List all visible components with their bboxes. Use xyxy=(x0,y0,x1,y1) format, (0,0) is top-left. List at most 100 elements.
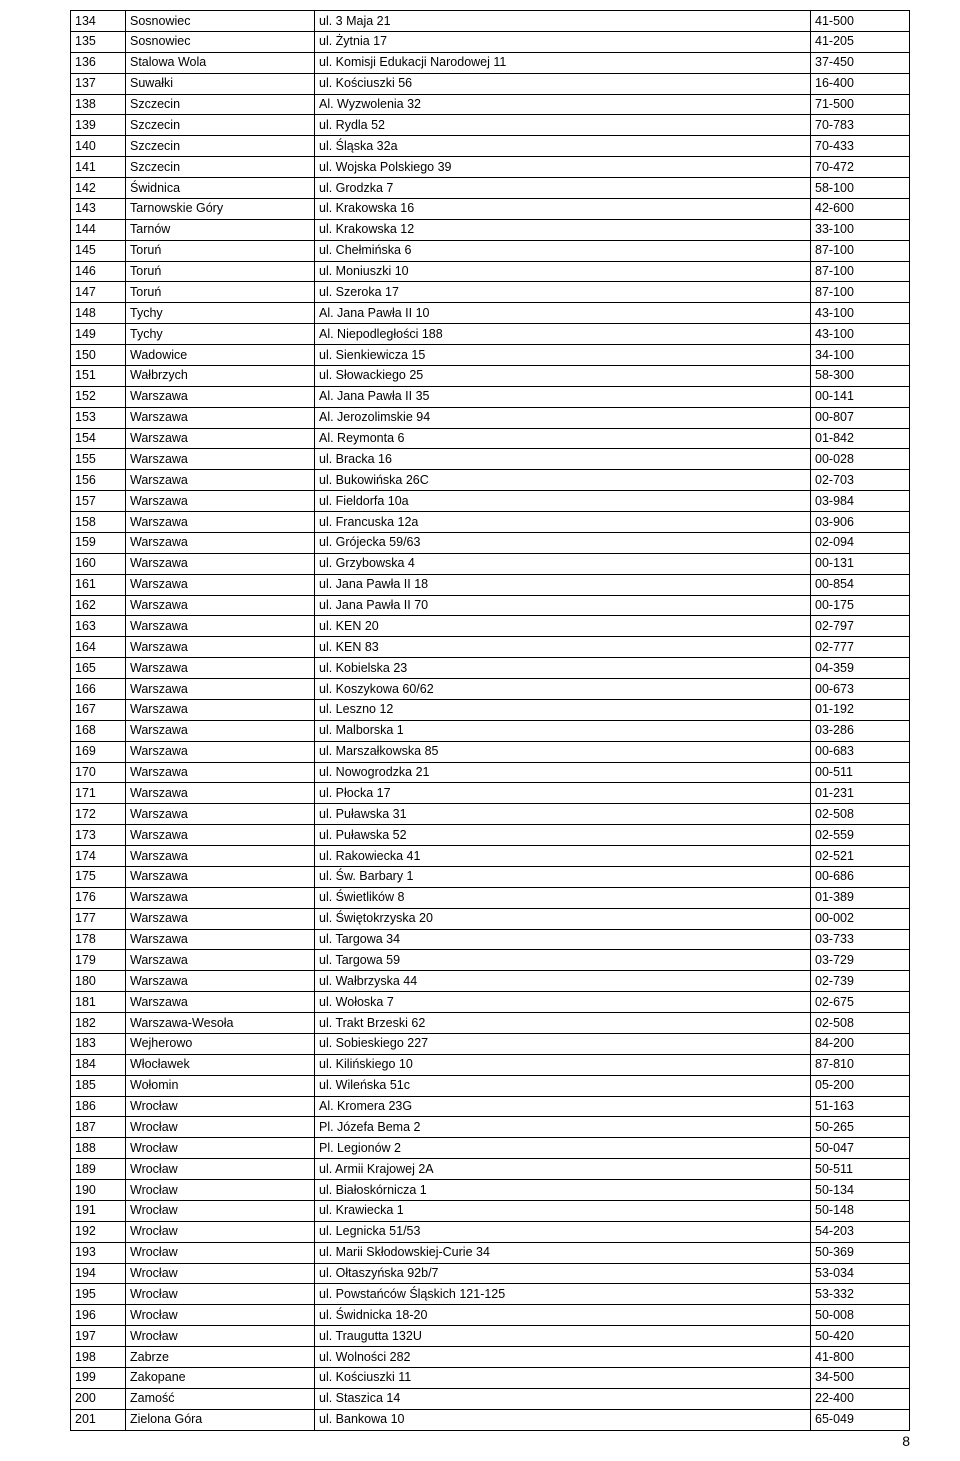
cell-index: 194 xyxy=(71,1263,126,1284)
cell-city: Warszawa xyxy=(126,950,315,971)
cell-address: ul. Targowa 34 xyxy=(315,929,811,950)
cell-city: Warszawa xyxy=(126,929,315,950)
cell-zip: 03-906 xyxy=(811,512,910,533)
table-row: 168Warszawaul. Malborska 103-286 xyxy=(71,720,910,741)
cell-zip: 43-100 xyxy=(811,303,910,324)
cell-zip: 02-739 xyxy=(811,971,910,992)
table-row: 190Wrocławul. Białoskórnicza 150-134 xyxy=(71,1180,910,1201)
cell-address: ul. Wolności 282 xyxy=(315,1347,811,1368)
table-row: 154WarszawaAl. Reymonta 601-842 xyxy=(71,428,910,449)
cell-index: 185 xyxy=(71,1075,126,1096)
cell-index: 187 xyxy=(71,1117,126,1138)
table-row: 147Toruńul. Szeroka 1787-100 xyxy=(71,282,910,303)
cell-city: Świdnica xyxy=(126,178,315,199)
cell-address: Al. Reymonta 6 xyxy=(315,428,811,449)
cell-city: Tychy xyxy=(126,324,315,345)
cell-city: Wołomin xyxy=(126,1075,315,1096)
cell-zip: 42-600 xyxy=(811,198,910,219)
cell-address: ul. KEN 83 xyxy=(315,637,811,658)
cell-address: ul. Jana Pawła II 18 xyxy=(315,574,811,595)
cell-address: ul. Marszałkowska 85 xyxy=(315,741,811,762)
cell-index: 183 xyxy=(71,1033,126,1054)
table-row: 186WrocławAl. Kromera 23G51-163 xyxy=(71,1096,910,1117)
cell-city: Warszawa xyxy=(126,574,315,595)
cell-index: 192 xyxy=(71,1221,126,1242)
cell-index: 188 xyxy=(71,1138,126,1159)
table-row: 151Wałbrzychul. Słowackiego 2558-300 xyxy=(71,365,910,386)
table-row: 180Warszawaul. Wałbrzyska 4402-739 xyxy=(71,971,910,992)
cell-city: Toruń xyxy=(126,282,315,303)
cell-address: ul. Krawiecka 1 xyxy=(315,1200,811,1221)
table-row: 199Zakopaneul. Kościuszki 1134-500 xyxy=(71,1367,910,1388)
table-row: 194Wrocławul. Ołtaszyńska 92b/753-034 xyxy=(71,1263,910,1284)
cell-zip: 50-369 xyxy=(811,1242,910,1263)
table-row: 137Suwałkiul. Kościuszki 5616-400 xyxy=(71,73,910,94)
table-row: 162Warszawaul. Jana Pawła II 7000-175 xyxy=(71,595,910,616)
table-row: 153WarszawaAl. Jerozolimskie 9400-807 xyxy=(71,407,910,428)
table-row: 144Tarnówul. Krakowska 1233-100 xyxy=(71,219,910,240)
table-row: 142Świdnicaul. Grodzka 758-100 xyxy=(71,178,910,199)
table-row: 171Warszawaul. Płocka 1701-231 xyxy=(71,783,910,804)
cell-zip: 00-854 xyxy=(811,574,910,595)
cell-zip: 02-094 xyxy=(811,532,910,553)
table-row: 183Wejherowoul. Sobieskiego 22784-200 xyxy=(71,1033,910,1054)
table-row: 187WrocławPl. Józefa Bema 250-265 xyxy=(71,1117,910,1138)
cell-zip: 87-100 xyxy=(811,282,910,303)
cell-city: Sosnowiec xyxy=(126,31,315,52)
cell-index: 196 xyxy=(71,1305,126,1326)
cell-index: 145 xyxy=(71,240,126,261)
cell-city: Zakopane xyxy=(126,1367,315,1388)
cell-zip: 53-332 xyxy=(811,1284,910,1305)
cell-zip: 50-148 xyxy=(811,1200,910,1221)
cell-address: ul. Wołoska 7 xyxy=(315,992,811,1013)
cell-index: 166 xyxy=(71,679,126,700)
cell-index: 193 xyxy=(71,1242,126,1263)
cell-city: Warszawa xyxy=(126,491,315,512)
cell-zip: 01-842 xyxy=(811,428,910,449)
cell-zip: 41-500 xyxy=(811,11,910,32)
cell-city: Warszawa xyxy=(126,741,315,762)
cell-address: ul. Staszica 14 xyxy=(315,1388,811,1409)
cell-address: ul. Grzybowska 4 xyxy=(315,553,811,574)
cell-address: ul. Rydla 52 xyxy=(315,115,811,136)
cell-index: 195 xyxy=(71,1284,126,1305)
cell-zip: 58-300 xyxy=(811,365,910,386)
cell-address: ul. Malborska 1 xyxy=(315,720,811,741)
cell-city: Wrocław xyxy=(126,1326,315,1347)
cell-city: Warszawa xyxy=(126,532,315,553)
table-row: 167Warszawaul. Leszno 1201-192 xyxy=(71,699,910,720)
cell-index: 163 xyxy=(71,616,126,637)
cell-city: Wrocław xyxy=(126,1138,315,1159)
page-container: 134Sosnowiecul. 3 Maja 2141-500135Sosnow… xyxy=(0,0,960,1461)
cell-index: 174 xyxy=(71,846,126,867)
cell-city: Szczecin xyxy=(126,136,315,157)
cell-address: ul. Świdnicka 18-20 xyxy=(315,1305,811,1326)
cell-city: Warszawa xyxy=(126,428,315,449)
cell-index: 180 xyxy=(71,971,126,992)
cell-address: ul. Kościuszki 56 xyxy=(315,73,811,94)
cell-index: 155 xyxy=(71,449,126,470)
cell-address: ul. Bankowa 10 xyxy=(315,1409,811,1430)
table-row: 177Warszawaul. Świętokrzyska 2000-002 xyxy=(71,908,910,929)
cell-zip: 02-703 xyxy=(811,470,910,491)
cell-address: ul. Francuska 12a xyxy=(315,512,811,533)
cell-city: Wrocław xyxy=(126,1200,315,1221)
table-row: 184Włocławekul. Kilińskiego 1087-810 xyxy=(71,1054,910,1075)
table-row: 176Warszawaul. Świetlików 801-389 xyxy=(71,887,910,908)
cell-index: 156 xyxy=(71,470,126,491)
cell-index: 151 xyxy=(71,365,126,386)
cell-city: Warszawa xyxy=(126,595,315,616)
table-row: 193Wrocławul. Marii Skłodowskiej-Curie 3… xyxy=(71,1242,910,1263)
table-row: 159Warszawaul. Grójecka 59/6302-094 xyxy=(71,532,910,553)
cell-city: Wrocław xyxy=(126,1159,315,1180)
cell-address: ul. Leszno 12 xyxy=(315,699,811,720)
cell-city: Szczecin xyxy=(126,115,315,136)
cell-index: 159 xyxy=(71,532,126,553)
cell-zip: 87-100 xyxy=(811,261,910,282)
table-row: 163Warszawaul. KEN 2002-797 xyxy=(71,616,910,637)
table-row: 178Warszawaul. Targowa 3403-733 xyxy=(71,929,910,950)
cell-city: Warszawa xyxy=(126,407,315,428)
cell-address: ul. Fieldorfa 10a xyxy=(315,491,811,512)
cell-city: Toruń xyxy=(126,261,315,282)
cell-zip: 03-729 xyxy=(811,950,910,971)
